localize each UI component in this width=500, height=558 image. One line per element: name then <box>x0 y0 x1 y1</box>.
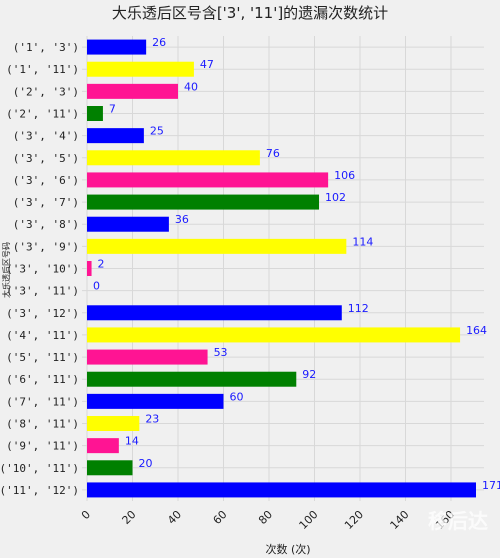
x-tick-label: 20 <box>120 508 139 527</box>
value-label: 23 <box>145 413 159 426</box>
bar <box>87 106 103 121</box>
bar <box>87 393 224 409</box>
y-tick-label: ('1', '3') <box>13 41 79 54</box>
y-tick-label: ('5', '11') <box>6 351 79 364</box>
bar <box>87 305 342 321</box>
bar <box>87 238 347 254</box>
value-label: 2 <box>98 258 105 271</box>
x-tick-label: 100 <box>297 508 321 532</box>
y-tick-label: ('6', '11') <box>6 373 79 386</box>
y-tick-label: ('3', '12') <box>6 307 79 320</box>
x-tick-label: 120 <box>342 508 366 532</box>
value-label: 20 <box>138 457 152 470</box>
bar <box>87 150 260 166</box>
bar <box>87 216 169 232</box>
value-label: 114 <box>352 235 373 248</box>
y-tick-label: ('3', '10') <box>6 263 79 276</box>
value-label: 40 <box>184 80 198 93</box>
x-axis-label: 次数 (次) <box>265 542 310 556</box>
bar <box>87 482 476 498</box>
bar <box>87 349 208 365</box>
grid <box>82 36 484 501</box>
y-axis-label: 大乐透后区号码 <box>1 242 11 298</box>
x-tick-label: 60 <box>211 508 230 527</box>
value-label: 26 <box>152 36 166 49</box>
y-tick-label: ('2', '11') <box>6 108 79 121</box>
bar <box>87 261 92 276</box>
y-tick-label: ('11', '12') <box>0 484 79 497</box>
bars <box>87 39 476 498</box>
bar <box>87 128 144 144</box>
value-label: 7 <box>109 103 116 116</box>
chart-title: 大乐透后区号含['3', '11']的遗漏次数统计 <box>112 4 388 22</box>
x-tick-label: 40 <box>165 508 184 527</box>
value-label: 25 <box>150 125 164 138</box>
value-label: 112 <box>348 302 369 315</box>
value-label: 76 <box>266 147 280 160</box>
y-tick-label: ('3', '8') <box>13 218 79 231</box>
y-tick-label: ('10', '11') <box>0 462 79 475</box>
bar <box>87 371 297 387</box>
value-labels: 2647407257610610236114201121645392602314… <box>93 36 500 492</box>
y-tick-label: ('3', '4') <box>13 130 79 143</box>
value-label: 164 <box>466 324 487 337</box>
watermark: 移后达 <box>428 509 488 533</box>
value-label: 53 <box>214 346 228 359</box>
value-label: 106 <box>334 169 355 182</box>
value-label: 102 <box>325 191 346 204</box>
bar <box>87 194 320 210</box>
y-tick-label: ('7', '11') <box>6 395 79 408</box>
y-tick-label: ('3', '6') <box>13 174 79 187</box>
value-label: 47 <box>200 58 214 71</box>
value-label: 92 <box>302 368 316 381</box>
value-label: 36 <box>175 213 189 226</box>
value-label: 171 <box>482 479 500 492</box>
bar <box>87 39 147 55</box>
x-tick-label: 80 <box>256 508 275 527</box>
value-label: 14 <box>125 435 139 448</box>
y-tick-label: ('3', '11') <box>6 285 79 298</box>
x-tick-label: 140 <box>388 508 412 532</box>
y-tick-labels: ('1', '3') ('1', '11') ('2', '3') ('2', '11… <box>0 41 79 497</box>
bar <box>87 61 194 77</box>
y-tick-label: ('4', '11') <box>6 329 79 342</box>
bar <box>87 172 329 188</box>
y-tick-label: ('2', '3') <box>13 85 79 98</box>
y-tick-label: ('9', '11') <box>6 440 79 453</box>
y-tick-label: ('3', '5') <box>13 152 79 165</box>
x-tick-label: 0 <box>79 508 93 522</box>
y-tick-label: ('3', '9') <box>13 240 79 253</box>
y-tick-label: ('1', '11') <box>6 63 79 76</box>
bar <box>87 416 140 431</box>
y-tick-label: ('8', '11') <box>6 418 79 431</box>
y-tick-label: ('3', '7') <box>13 196 79 209</box>
x-tick-labels: 0 20 40 60 80 100 120 140 160 <box>79 508 457 532</box>
bar <box>87 460 133 476</box>
bar <box>87 83 178 99</box>
value-label: 60 <box>229 390 243 403</box>
bar <box>87 327 461 343</box>
bar <box>87 438 119 454</box>
value-label: 0 <box>93 280 100 293</box>
